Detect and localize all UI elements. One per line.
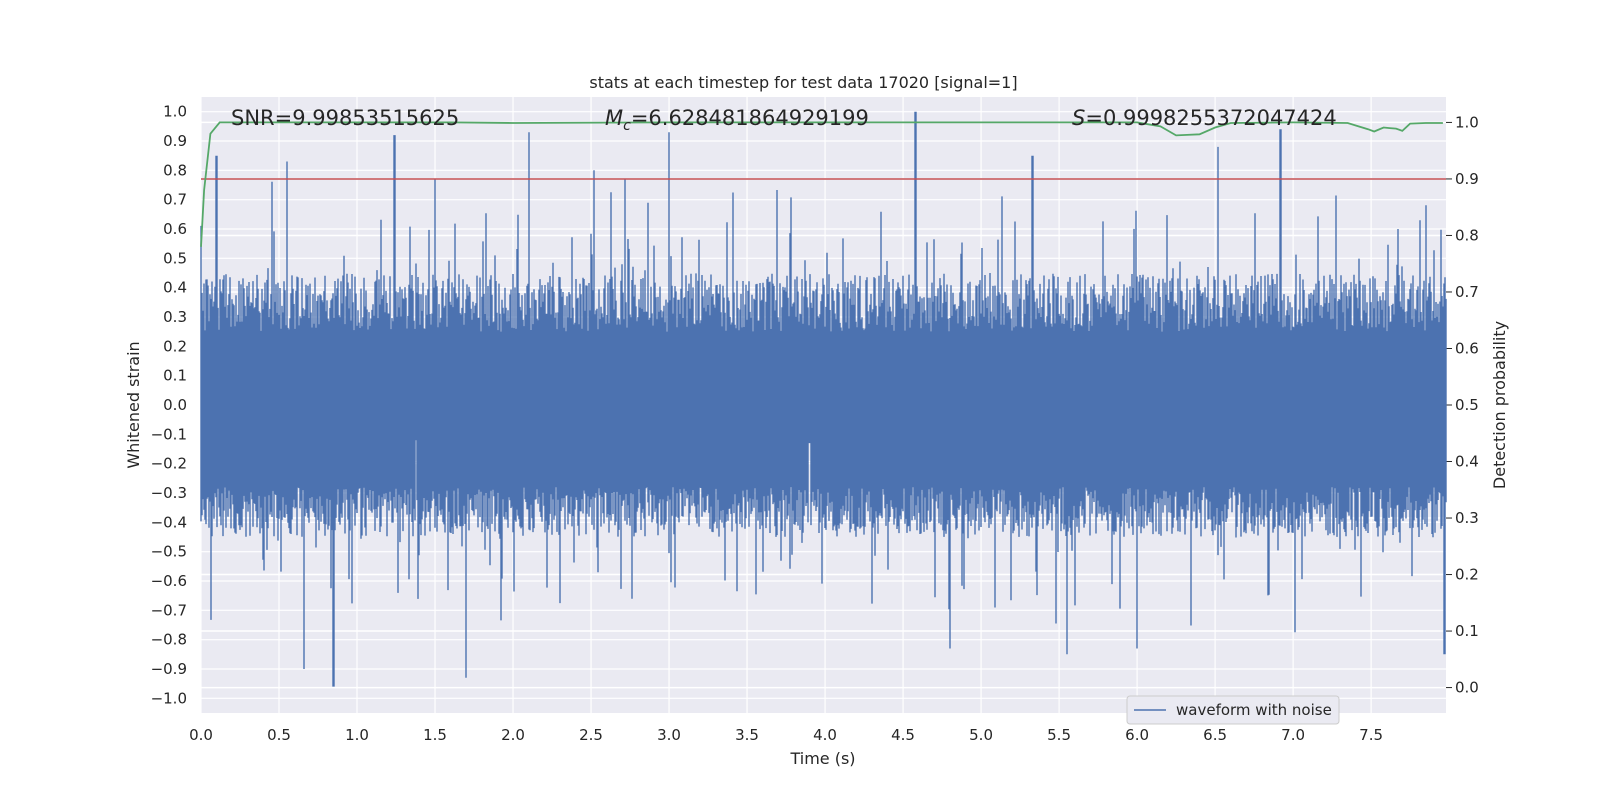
- y-left-tick-label: 0.5: [163, 249, 187, 267]
- waveform-series: [200, 111, 1447, 687]
- y-right-tick-label: 0.6: [1455, 339, 1479, 357]
- x-axis-ticks: 0.0 0.5 1.0 1.5 2.0 2.5 3.0 3.5 4.0 4.5 5.0 5.5 6.0 6…: [189, 726, 1383, 744]
- chirp-mass-value: =6.628481864929199: [631, 106, 869, 130]
- x-tick-label: 6.0: [1125, 726, 1149, 744]
- y-left-tick-label: −0.6: [151, 572, 187, 590]
- y-left-tick-label: −0.8: [151, 631, 187, 649]
- y-right-tick-label: 0.5: [1455, 396, 1479, 414]
- x-tick-label: 3.0: [657, 726, 681, 744]
- y-left-tick-label: −0.7: [151, 601, 187, 619]
- x-tick-label: 2.0: [501, 726, 525, 744]
- s-symbol: S: [1072, 106, 1085, 130]
- x-tick-label: 3.5: [735, 726, 759, 744]
- y-left-tick-label: −0.9: [151, 660, 187, 678]
- x-tick-label: 1.5: [423, 726, 447, 744]
- y-left-tick-label: 1.0: [163, 103, 187, 121]
- legend-label-waveform: waveform with noise: [1176, 701, 1332, 719]
- chirp-mass-subscript: c: [623, 118, 631, 134]
- detection-probability-series: [200, 121, 1443, 247]
- y-right-tick-label: 1.0: [1455, 113, 1479, 131]
- s-annotation: S=0.9998255372047424: [1072, 106, 1337, 130]
- snr-annotation: SNR=9.99853515625: [231, 106, 459, 130]
- y-right-tick-label: 0.9: [1455, 170, 1479, 188]
- y-axis-label-right: Detection probability: [1490, 321, 1509, 489]
- y-left-tick-label: 0.8: [163, 161, 187, 179]
- y-left-tick-label: 0.4: [163, 279, 187, 297]
- y-right-tick-label: 0.4: [1455, 453, 1479, 471]
- y-left-tick-label: 0.2: [163, 337, 187, 355]
- left-axis-ticks: 1.0 0.9 0.8 0.7 0.6 0.5 0.4 0.3 0.2 0.1 0.0 −0.1 −0.…: [151, 103, 187, 708]
- y-right-tick-label: 0.2: [1455, 566, 1479, 584]
- s-value: =0.9998255372047424: [1085, 106, 1336, 130]
- y-left-tick-label: −0.3: [151, 484, 187, 502]
- x-tick-label: 1.0: [345, 726, 369, 744]
- y-right-tick-label: 0.8: [1455, 226, 1479, 244]
- x-tick-label: 5.0: [969, 726, 993, 744]
- y-right-tick-label: 0.7: [1455, 283, 1479, 301]
- y-left-tick-label: 0.1: [163, 367, 187, 385]
- x-tick-label: 2.5: [579, 726, 603, 744]
- x-axis-label: Time (s): [789, 749, 855, 768]
- y-left-tick-label: −0.1: [151, 425, 187, 443]
- y-right-tick-label: 0.0: [1455, 679, 1479, 697]
- y-left-tick-label: −1.0: [151, 689, 187, 707]
- y-left-tick-label: −0.4: [151, 513, 187, 531]
- x-tick-label: 7.5: [1359, 726, 1383, 744]
- y-left-tick-label: −0.5: [151, 543, 187, 561]
- right-axis-ticks: 1.0 0.9 0.8 0.7 0.6 0.5 0.4 0.3 0.2 0.1 0.0: [1446, 113, 1479, 697]
- legend: waveform with noise: [1126, 695, 1340, 725]
- y-right-tick-label: 0.3: [1455, 509, 1479, 527]
- y-left-tick-label: 0.7: [163, 191, 187, 209]
- y-left-tick-label: 0.3: [163, 308, 187, 326]
- x-tick-label: 7.0: [1281, 726, 1305, 744]
- x-tick-label: 0.0: [189, 726, 213, 744]
- x-tick-label: 5.5: [1047, 726, 1071, 744]
- y-left-tick-label: −0.2: [151, 455, 187, 473]
- y-axis-label-left: Whitened strain: [124, 341, 143, 468]
- x-tick-label: 0.5: [267, 726, 291, 744]
- chirp-mass-symbol: M: [605, 106, 623, 130]
- x-tick-label: 6.5: [1203, 726, 1227, 744]
- y-left-tick-label: 0.0: [163, 396, 187, 414]
- chart-title: stats at each timestep for test data 170…: [589, 73, 1017, 92]
- y-right-tick-label: 0.1: [1455, 622, 1479, 640]
- chirp-mass-annotation: Mc=6.628481864929199: [605, 106, 869, 134]
- y-left-tick-label: 0.6: [163, 220, 187, 238]
- legend-box: [1126, 695, 1340, 725]
- x-tick-label: 4.5: [891, 726, 915, 744]
- x-tick-label: 4.0: [813, 726, 837, 744]
- y-left-tick-label: 0.9: [163, 132, 187, 150]
